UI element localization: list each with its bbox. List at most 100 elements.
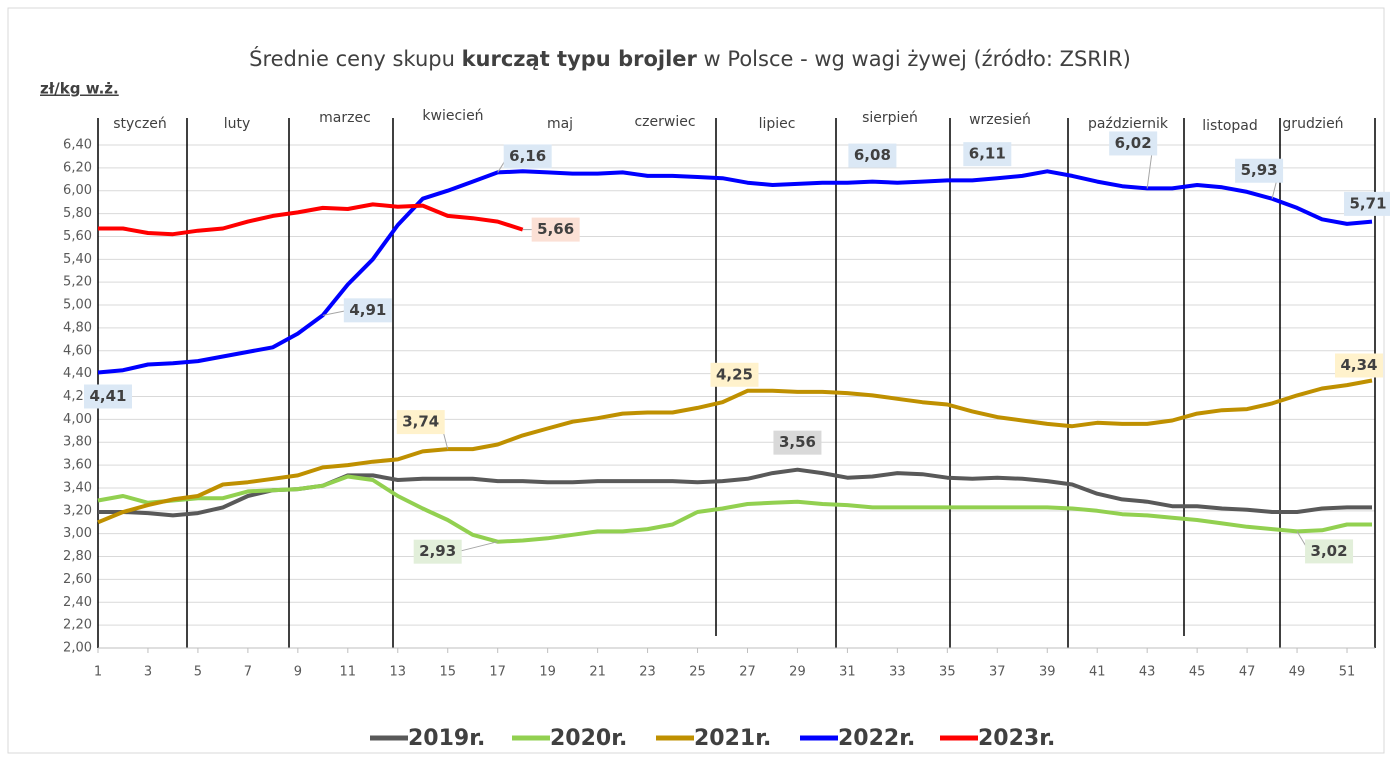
x-tick-label: 37 [989, 665, 1006, 680]
x-tick-label: 25 [689, 665, 706, 680]
data-label: 3,02 [1311, 542, 1348, 560]
label-box [413, 539, 462, 564]
label-box [343, 298, 392, 323]
y-tick-label: 2,60 [63, 572, 92, 587]
x-tick-label: 21 [589, 665, 606, 680]
x-tick-label: 11 [340, 665, 357, 680]
legend-label: 2019r. [408, 726, 485, 751]
month-label: wrzesień [969, 112, 1031, 128]
data-label: 4,41 [89, 387, 126, 405]
y-tick-label: 5,40 [63, 252, 92, 267]
x-tick-label: 41 [1089, 665, 1106, 680]
label-box [1235, 158, 1284, 183]
x-tick-label: 31 [839, 665, 856, 680]
y-tick-label: 5,00 [63, 298, 92, 313]
y-tick-label: 4,80 [63, 320, 92, 335]
data-label: 4,25 [716, 365, 753, 383]
y-tick-label: 2,80 [63, 549, 92, 564]
label-box [848, 143, 897, 168]
month-label: sierpień [862, 110, 918, 126]
x-tick-label: 27 [739, 665, 756, 680]
data-label: 5,71 [1350, 194, 1387, 212]
x-tick-label: 19 [539, 665, 556, 680]
label-box [84, 384, 132, 409]
legend-label: 2023r. [978, 726, 1055, 751]
x-tick-label: 39 [1039, 665, 1056, 680]
x-tick-label: 45 [1189, 665, 1206, 680]
label-box [1109, 131, 1158, 156]
data-label: 6,02 [1115, 134, 1152, 152]
x-tick-label: 13 [389, 665, 406, 680]
data-label: 3,74 [402, 413, 439, 431]
x-tick-label: 23 [639, 665, 656, 680]
label-box [531, 217, 580, 242]
series-line [97, 474, 1372, 544]
y-tick-label: 3,80 [63, 435, 92, 450]
y-tick-label: 2,40 [63, 595, 92, 610]
data-label: 4,34 [1340, 356, 1377, 374]
data-label: 3,56 [779, 433, 816, 451]
title-part: kurcząt typu brojler [462, 47, 698, 71]
data-label: 5,93 [1241, 161, 1278, 179]
x-tick-label: 3 [144, 665, 152, 680]
label-box [773, 430, 822, 455]
data-label: 6,11 [969, 145, 1006, 163]
x-tick-label: 35 [939, 665, 956, 680]
x-tick-label: 47 [1239, 665, 1256, 680]
y-tick-label: 3,40 [63, 480, 92, 495]
x-tick-label: 49 [1289, 665, 1306, 680]
y-tick-label: 2,00 [63, 641, 92, 656]
x-tick-label: 5 [194, 665, 202, 680]
y-tick-label: 5,60 [63, 229, 92, 244]
data-label: 5,66 [537, 220, 574, 238]
month-label: luty [224, 116, 251, 132]
series-line [97, 378, 1373, 525]
data-label: 6,08 [854, 146, 891, 164]
y-tick-label: 5,80 [63, 206, 92, 221]
y-tick-label: 4,60 [63, 343, 92, 358]
month-label: styczeń [113, 116, 167, 132]
x-tick-label: 29 [789, 665, 806, 680]
y-axis-label: zł/kg w.ż. [40, 80, 119, 98]
title-part: w Polsce - wg wagi żywej (źródło: ZSRIR) [697, 47, 1131, 71]
leader-line [457, 541, 498, 553]
series-line [97, 169, 1373, 375]
label-box [1344, 191, 1390, 216]
label-box [963, 142, 1012, 167]
label-box [503, 144, 552, 169]
x-tick-label: 17 [489, 665, 506, 680]
x-tick-label: 33 [889, 665, 906, 680]
series-line [98, 202, 524, 237]
title-part: Średnie ceny skupu [249, 46, 461, 71]
legend-label: 2021r. [694, 726, 771, 751]
y-tick-label: 2,20 [63, 618, 92, 633]
x-tick-label: 51 [1339, 665, 1356, 680]
label-box [1305, 539, 1354, 564]
y-tick-label: 3,00 [63, 526, 92, 541]
y-tick-label: 5,20 [63, 275, 92, 290]
data-label: 6,16 [509, 147, 546, 165]
month-label: marzec [319, 110, 371, 126]
month-label: lipiec [759, 116, 796, 132]
label-box [396, 410, 445, 435]
x-tick-label: 9 [294, 665, 302, 680]
y-tick-label: 6,20 [63, 160, 92, 175]
y-tick-label: 6,00 [63, 183, 92, 198]
x-tick-label: 15 [439, 665, 456, 680]
y-tick-label: 6,40 [63, 138, 92, 153]
month-label: listopad [1202, 118, 1257, 134]
data-label: 4,91 [349, 301, 386, 319]
legend-label: 2022r. [838, 726, 915, 751]
label-box [1335, 353, 1383, 378]
month-label: październik [1088, 116, 1169, 132]
leader-line [322, 309, 348, 316]
month-label: maj [547, 116, 573, 132]
month-label: grudzień [1282, 116, 1343, 132]
y-tick-label: 3,20 [63, 503, 92, 518]
x-tick-label: 7 [244, 665, 252, 680]
y-tick-label: 4,00 [63, 412, 92, 427]
month-label: czerwiec [634, 114, 695, 130]
frame [7, 7, 1385, 754]
chart-title: Średnie ceny skupu kurcząt typu brojler … [249, 46, 1131, 71]
